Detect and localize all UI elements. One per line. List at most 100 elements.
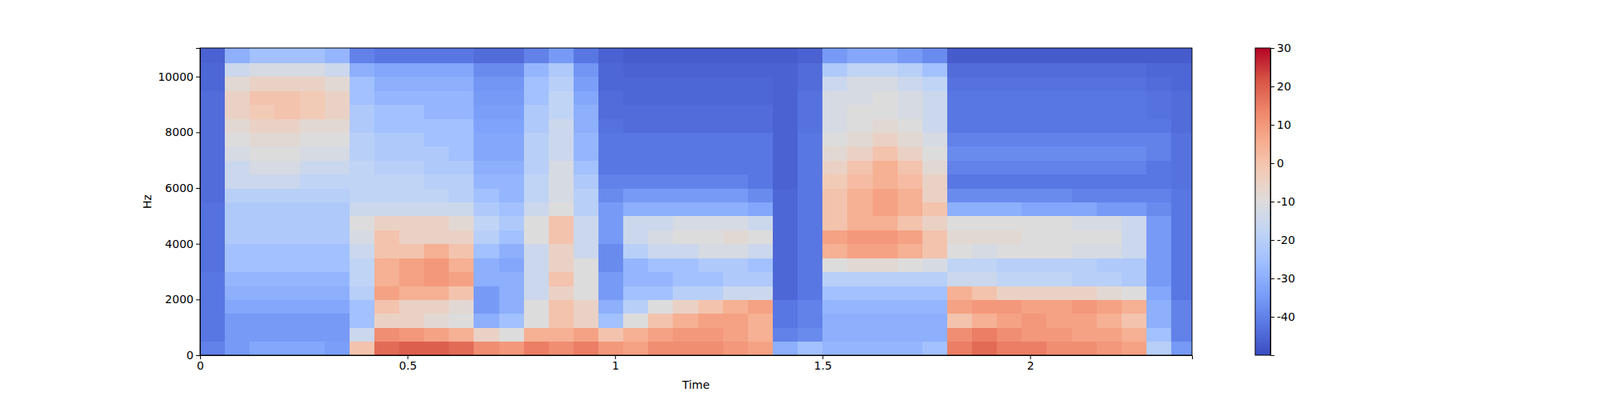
cell [1171,160,1192,175]
cell [1072,272,1098,287]
cell [473,216,500,231]
cell [1146,216,1172,231]
cell [274,313,300,328]
cell [623,90,649,105]
cell [996,341,1023,356]
cell [274,104,300,120]
cell [772,160,799,175]
cell [1072,90,1098,105]
cell [324,76,351,92]
cell [274,132,300,147]
cell [349,229,376,244]
cell [324,216,351,231]
cell [672,216,699,231]
cell [499,257,525,272]
cell [922,146,948,161]
cell [499,62,525,77]
cell [897,160,924,175]
cell [847,160,873,175]
cell [473,313,500,328]
cell [349,244,376,259]
cell [897,76,924,92]
cell [698,257,724,272]
cell [996,201,1023,216]
tick: 1 [612,355,620,372]
cell [548,146,575,161]
cell [672,160,699,175]
cell [300,341,326,356]
cell [349,257,376,272]
cell [399,299,425,314]
cell [1072,327,1098,342]
cell [822,174,848,189]
cell [274,118,300,133]
cell [274,76,300,92]
tick-label: -10 [1276,195,1296,208]
cell [349,160,376,175]
cell [822,132,848,147]
cell [374,48,400,64]
cell [448,118,475,133]
cell [672,201,699,216]
cell [623,76,649,92]
cell [872,132,899,147]
cell [897,118,924,133]
cell [499,146,525,161]
cell [1146,118,1172,133]
cell [274,48,300,64]
cell [249,216,276,231]
cell [797,76,824,92]
cell [723,132,749,147]
cell [598,216,624,231]
cell [249,244,276,259]
cell [1121,341,1148,356]
cell [822,160,848,175]
cell [1021,201,1048,216]
cell [1072,146,1098,161]
cell [224,272,251,287]
cell [947,76,973,92]
cell [274,229,300,244]
cell [524,188,550,203]
cell [349,188,376,203]
plot-frame [200,48,1192,356]
tick-label: 10000 [157,70,194,84]
cell [499,341,525,356]
cell [748,62,774,77]
cell [1072,201,1098,216]
cell [274,244,300,259]
cell [698,146,724,161]
cell [648,229,674,244]
cell [1121,285,1148,300]
cell [748,188,774,203]
cell [200,229,226,244]
cell [872,216,899,231]
cell [922,216,948,231]
cell [772,341,799,356]
cell [922,90,948,105]
cell [1096,216,1123,231]
cell [897,174,924,189]
x-axis-title: Time [681,378,710,392]
cell [1021,104,1048,120]
cell [448,76,475,92]
cell [1171,244,1192,259]
tick-mark [196,355,200,356]
cell [200,174,226,189]
cell [424,216,450,231]
cell [1146,244,1172,259]
cell [972,132,998,147]
cell [748,257,774,272]
cell [548,201,575,216]
cell [748,76,774,92]
cell [623,188,649,203]
cell [324,313,351,328]
cell [922,104,948,120]
tick-label: 0.5 [399,359,417,372]
tick: 0 [1270,156,1284,170]
cell [698,90,724,105]
cell [897,146,924,161]
axis-line [1271,48,1276,356]
cell [797,174,824,189]
cell [473,118,500,133]
